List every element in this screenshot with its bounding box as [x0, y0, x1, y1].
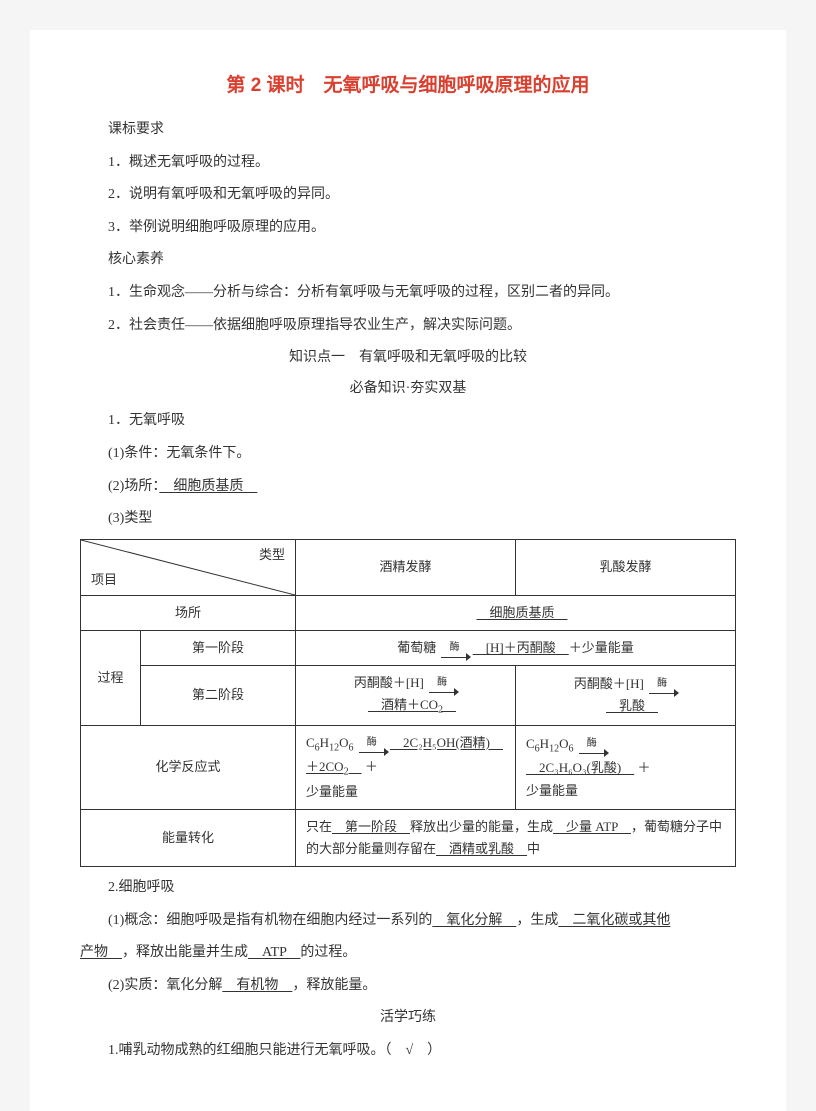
stage2-lac-blank: 乳酸 [606, 698, 658, 713]
table-row: 类型 项目 酒精发酵 乳酸发酵 [81, 539, 736, 595]
q1: 1.哺乳动物成熟的红细胞只能进行无氧呼吸。（ √ ） [80, 1038, 736, 1065]
cell-stage1: 葡萄糖 酶 [H]＋丙酮酸 ＋少量能量 [296, 630, 736, 665]
p2-1: (1)概念：细胞呼吸是指有机物在细胞内经过一系列的 氧化分解 ，生成 二氧化碳或… [80, 908, 736, 935]
energy-a: 只在 [306, 819, 332, 834]
p2: 2.细胞呼吸 [80, 875, 736, 902]
place-blank: 细胞质基质 [476, 605, 567, 620]
table-row: 过程 第一阶段 葡萄糖 酶 [H]＋丙酮酸 ＋少量能量 [81, 630, 736, 665]
cell-stage2-lactic: 丙酮酸＋[H] 酶 乳酸 [516, 665, 736, 725]
row-label-stage1: 第一阶段 [141, 630, 296, 665]
stage2-alc-blank: 酒精＋CO2 [368, 697, 456, 712]
row-label-equation: 化学反应式 [81, 725, 296, 809]
col-header-lactic: 乳酸发酵 [516, 539, 736, 595]
p2-2-a: (2)实质：氧化分解 [108, 978, 222, 993]
cell-stage2-alcohol: 丙酮酸＋[H] 酶 酒精＋CO2 [296, 665, 516, 725]
stage1-b: ＋少量能量 [569, 640, 634, 655]
col-header-alcohol: 酒精发酵 [296, 539, 516, 595]
kb-item-2: 2．说明有氧呼吸和无氧呼吸的异同。 [80, 182, 736, 209]
energy-blank3: 酒精或乳酸 [436, 841, 527, 856]
p1: 1．无氧呼吸 [80, 408, 736, 435]
diagonal-header-cell: 类型 项目 [81, 539, 296, 595]
eq-alc-c: 少量能量 [306, 784, 358, 799]
p2-2: (2)实质：氧化分解 有机物 ，释放能量。 [80, 973, 736, 1000]
energy-d: 中 [527, 841, 540, 856]
subheading-bibei: 必备知识·夯实双基 [80, 376, 736, 403]
row-label-place: 场所 [81, 595, 296, 630]
kb-item-1: 1．概述无氧呼吸的过程。 [80, 150, 736, 177]
cell-eq-lactic: C6H12O6 酶 2C₃H₆O₃(乳酸) ＋ 少量能量 [516, 725, 736, 809]
p2-1-b: ，生成 [516, 913, 558, 928]
p2-1-c: ，释放出能量并生成 [122, 945, 248, 960]
p2-1-line2-blank: 产物 [80, 945, 122, 960]
eq-lac-c: 少量能量 [526, 783, 578, 798]
kb-item-3: 3．举例说明细胞呼吸原理的应用。 [80, 215, 736, 242]
hx-item-1: 1．生命观念——分析与综合：分析有氧呼吸与无氧呼吸的过程，区别二者的异同。 [80, 280, 736, 307]
row-label-stage2: 第二阶段 [141, 665, 296, 725]
stage2-alc-a: 丙酮酸＋[H] [354, 675, 424, 690]
cell-place: 细胞质基质 [296, 595, 736, 630]
p2-1-blank1: 氧化分解 [432, 913, 516, 928]
table-row: 化学反应式 C6H12O6 酶 2C₂H₅OH(酒精) ＋2CO2 ＋ 少量能量… [81, 725, 736, 809]
table-row: 能量转化 只在 第一阶段 释放出少量的能量，生成 少量 ATP ，葡萄糖分子中的… [81, 809, 736, 866]
comparison-table: 类型 项目 酒精发酵 乳酸发酵 场所 细胞质基质 过程 第一阶段 葡萄糖 酶 [… [80, 539, 736, 867]
energy-blank1: 第一阶段 [332, 819, 410, 834]
p1-2-text: (2)场所： [108, 479, 159, 494]
knowledge-point-1: 知识点一 有氧呼吸和无氧呼吸的比较 [80, 345, 736, 372]
p2-1-blank2: 二氧化碳或其他 [558, 913, 670, 928]
diag-label-type: 类型 [259, 544, 285, 566]
p1-2: (2)场所： 细胞质基质 [80, 474, 736, 501]
energy-b: 释放出少量的能量，生成 [410, 819, 553, 834]
stage1-a: 葡萄糖 [397, 640, 436, 655]
page-title: 第 2 课时 无氧呼吸与细胞呼吸原理的应用 [80, 70, 736, 97]
p2-1-line2: 产物 ，释放出能量并生成 ATP 的过程。 [80, 940, 736, 967]
eq-alc-blank2: ＋2CO2 [306, 759, 362, 774]
cell-energy: 只在 第一阶段 释放出少量的能量，生成 少量 ATP ，葡萄糖分子中的大部分能量… [296, 809, 736, 866]
p1-3: (3)类型 [80, 506, 736, 533]
heading-kebiao: 课标要求 [80, 117, 736, 144]
p2-2-blank: 有机物 [222, 978, 292, 993]
p1-2-blank: 细胞质基质 [159, 479, 257, 494]
p1-1: (1)条件：无氧条件下。 [80, 441, 736, 468]
row-label-energy: 能量转化 [81, 809, 296, 866]
cell-eq-alcohol: C6H12O6 酶 2C₂H₅OH(酒精) ＋2CO2 ＋ 少量能量 [296, 725, 516, 809]
p2-1-blank3: ATP [248, 945, 300, 960]
subheading-hxql: 活学巧练 [80, 1005, 736, 1032]
hx-item-2: 2．社会责任——依据细胞呼吸原理指导农业生产，解决实际问题。 [80, 313, 736, 340]
row-label-process: 过程 [81, 630, 141, 725]
p2-1-a: (1)概念：细胞呼吸是指有机物在细胞内经过一系列的 [108, 913, 432, 928]
eq-lac-blank: 2C₃H₆O₃(乳酸) [526, 760, 634, 775]
energy-blank2: 少量 ATP [553, 819, 631, 834]
table-row: 场所 细胞质基质 [81, 595, 736, 630]
table-row: 第二阶段 丙酮酸＋[H] 酶 酒精＋CO2 丙酮酸＋[H] 酶 乳酸 [81, 665, 736, 725]
p2-1-d: 的过程。 [300, 945, 356, 960]
stage2-lac-a: 丙酮酸＋[H] [574, 676, 644, 691]
p2-2-b: ，释放能量。 [292, 978, 376, 993]
document-page: 第 2 课时 无氧呼吸与细胞呼吸原理的应用 课标要求 1．概述无氧呼吸的过程。 … [30, 30, 786, 1111]
heading-hexin: 核心素养 [80, 247, 736, 274]
eq-alc-blank1: 2C₂H₅OH(酒精) [390, 735, 503, 750]
stage1-blank: [H]＋丙酮酸 [473, 640, 569, 655]
diag-label-item: 项目 [91, 569, 117, 591]
